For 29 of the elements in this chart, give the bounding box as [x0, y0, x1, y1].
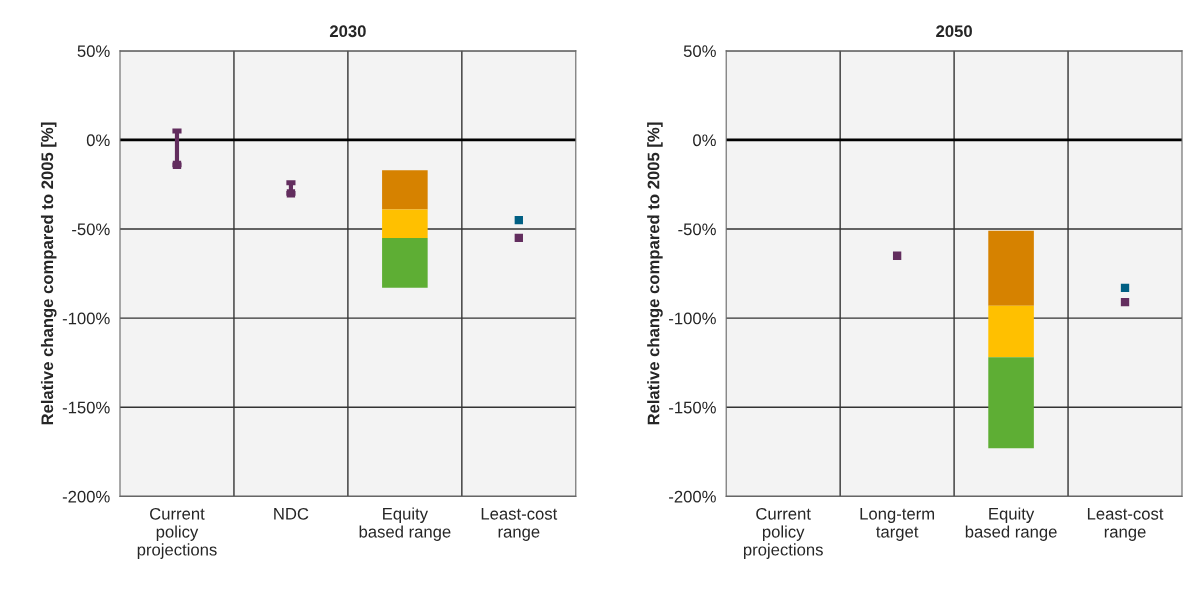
- y-tick-label: -200%: [62, 490, 110, 503]
- y-tick-label: -100%: [62, 312, 110, 325]
- point: [1120, 297, 1130, 307]
- y-tick-label: -50%: [678, 223, 716, 236]
- y-tick-label: -150%: [669, 401, 716, 414]
- x-tick-label: NDC: [274, 507, 309, 520]
- point: [892, 251, 902, 260]
- chart-title: 2030: [329, 25, 366, 38]
- y-tick-label: 0%: [86, 134, 110, 147]
- chart-title: 2050: [936, 25, 972, 38]
- y-axis-title: Relative change compared to 2005 [%]: [647, 122, 663, 425]
- y-axis-title: Relative change compared to 2005 [%]: [40, 122, 57, 425]
- x-tick-label: Least-cost range: [1087, 508, 1164, 541]
- point: [1120, 283, 1130, 293]
- y-tick-label: -150%: [62, 401, 110, 414]
- x-tick-label: Current policy projections: [743, 507, 823, 559]
- point: [514, 215, 523, 225]
- y-tick-label: -50%: [72, 223, 110, 236]
- y-tick-label: 50%: [683, 45, 716, 58]
- point: [514, 233, 523, 243]
- y-tick-label: -200%: [669, 490, 716, 503]
- x-tick-label: Equity based range: [359, 507, 451, 541]
- x-tick-label: Least-cost range: [481, 508, 558, 541]
- x-tick-label: Long-term target: [860, 508, 935, 541]
- x-tick-label: Equity based range: [965, 507, 1057, 541]
- x-tick-label: Current policy projections: [137, 507, 217, 559]
- y-tick-label: 0%: [693, 134, 716, 147]
- y-tick-label: -100%: [669, 312, 716, 325]
- y-tick-label: 50%: [77, 45, 110, 58]
